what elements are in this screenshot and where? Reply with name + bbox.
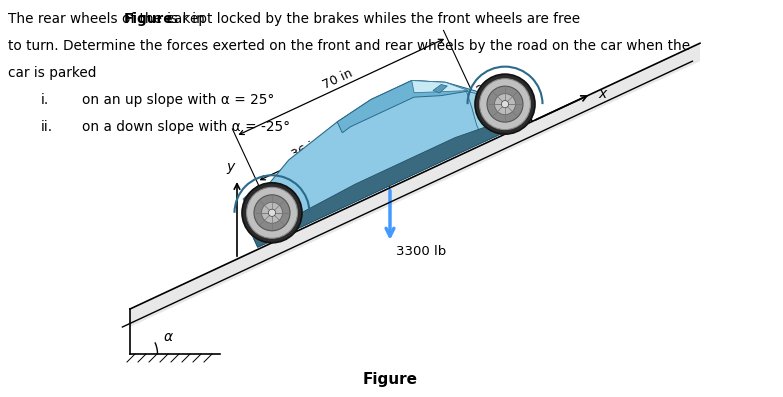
Circle shape (495, 94, 515, 115)
Text: on an up slope with α = 25°: on an up slope with α = 25° (82, 93, 275, 107)
Text: car is parked: car is parked (8, 66, 96, 80)
Circle shape (479, 79, 531, 130)
Circle shape (254, 195, 290, 231)
Text: ii.: ii. (41, 120, 52, 134)
Text: y: y (226, 160, 234, 174)
Polygon shape (246, 215, 254, 231)
Text: Figure: Figure (124, 12, 174, 26)
Polygon shape (498, 104, 509, 118)
Polygon shape (433, 85, 447, 93)
Text: The rear wheels of the car in: The rear wheels of the car in (8, 12, 209, 26)
Circle shape (487, 86, 523, 122)
Text: 70 in: 70 in (321, 67, 355, 92)
Text: α: α (164, 330, 172, 344)
Circle shape (262, 202, 283, 223)
Circle shape (242, 183, 302, 243)
Polygon shape (243, 185, 262, 208)
Polygon shape (247, 81, 516, 247)
Text: 36 in: 36 in (290, 137, 324, 162)
Circle shape (475, 74, 535, 134)
Circle shape (247, 187, 298, 238)
Text: on a down slope with α = -25°: on a down slope with α = -25° (82, 120, 290, 134)
Text: is kept locked by the brakes whiles the front wheels are free: is kept locked by the brakes whiles the … (153, 12, 580, 26)
Text: to turn. Determine the forces exerted on the front and rear wheels by the road o: to turn. Determine the forces exerted on… (8, 39, 690, 53)
Polygon shape (130, 43, 700, 327)
Text: 3300 lb: 3300 lb (396, 245, 446, 258)
Polygon shape (467, 91, 514, 142)
Text: x: x (598, 87, 606, 101)
Text: Figure: Figure (363, 372, 417, 387)
Circle shape (269, 209, 276, 216)
Polygon shape (412, 81, 468, 93)
Text: 20 in: 20 in (475, 73, 509, 97)
Polygon shape (337, 81, 467, 133)
Circle shape (501, 100, 509, 108)
Polygon shape (254, 118, 516, 247)
Text: i.: i. (41, 93, 49, 107)
